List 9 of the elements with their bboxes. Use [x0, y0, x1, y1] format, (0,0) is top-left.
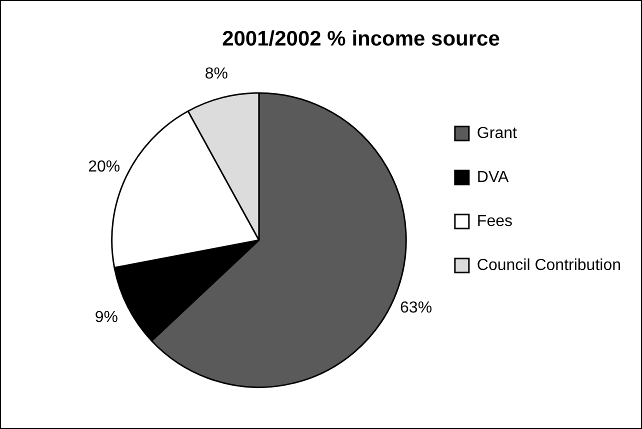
- data-label: 8%: [204, 66, 228, 83]
- legend-label: DVA: [476, 168, 509, 186]
- data-label: 20%: [88, 158, 120, 176]
- data-label: 9%: [94, 309, 118, 326]
- legend-label: Fees: [476, 212, 512, 230]
- legend-label: Grant: [476, 124, 518, 142]
- legend-label: Council Contribution: [476, 256, 621, 274]
- chart-title: 2001/2002 % income source: [222, 27, 500, 50]
- data-label: 63%: [400, 299, 432, 316]
